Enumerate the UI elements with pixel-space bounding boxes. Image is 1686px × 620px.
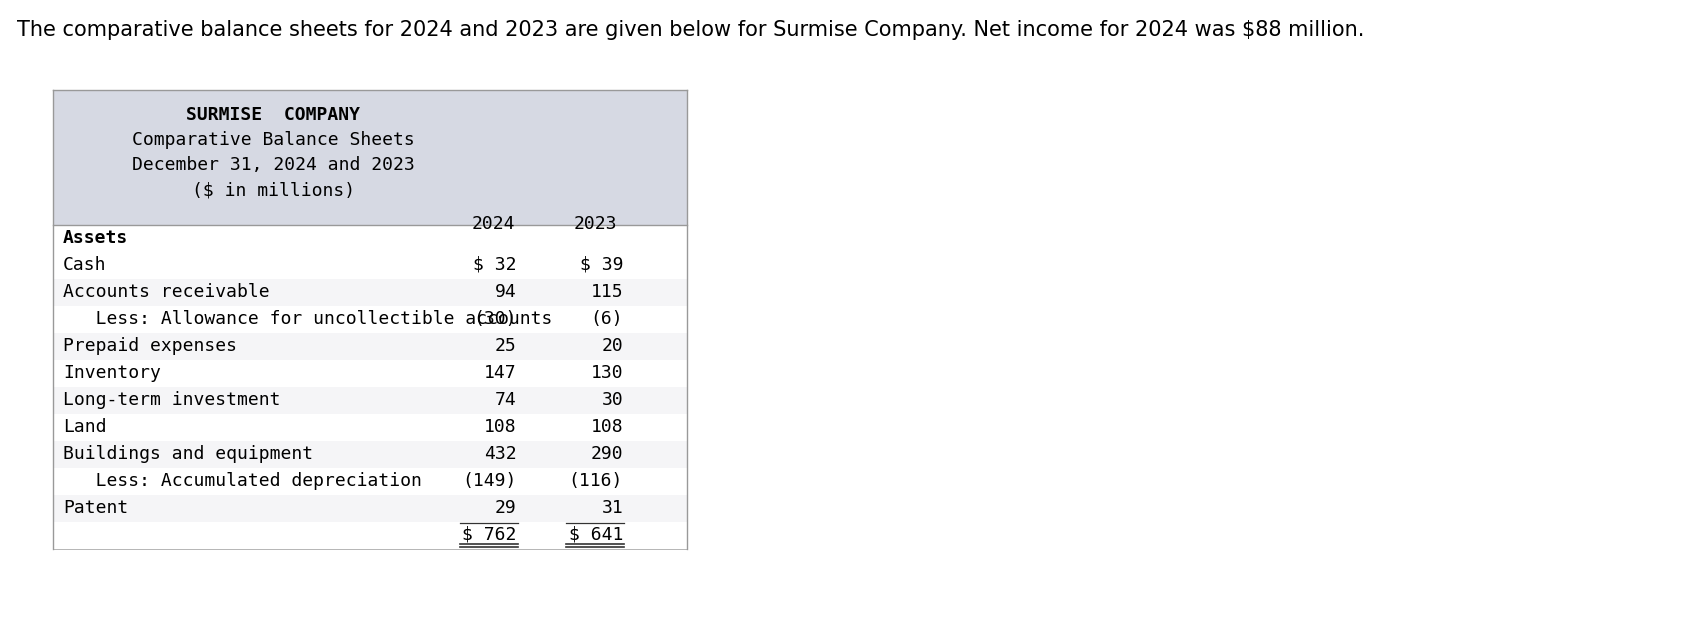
Text: Cash: Cash: [62, 256, 106, 274]
Bar: [54, 360, 686, 387]
Text: Long-term investment: Long-term investment: [62, 391, 280, 409]
Text: (149): (149): [462, 472, 516, 490]
Text: $ 32: $ 32: [474, 256, 516, 274]
Text: 31: 31: [602, 499, 624, 517]
Text: 115: 115: [590, 283, 624, 301]
Text: $ 762: $ 762: [462, 526, 516, 544]
Text: 30: 30: [602, 391, 624, 409]
Text: 29: 29: [496, 499, 516, 517]
Text: 147: 147: [484, 364, 516, 382]
Bar: [54, 306, 686, 333]
Text: 20: 20: [602, 337, 624, 355]
Text: $ 39: $ 39: [580, 256, 624, 274]
Text: 25: 25: [496, 337, 516, 355]
Text: 432: 432: [484, 445, 516, 463]
Bar: [54, 495, 686, 522]
Text: Inventory: Inventory: [62, 364, 160, 382]
Bar: [54, 333, 686, 360]
Text: ($ in millions): ($ in millions): [192, 181, 354, 199]
Bar: [54, 468, 686, 495]
Text: (6): (6): [590, 310, 624, 328]
Text: $ 641: $ 641: [568, 526, 624, 544]
Text: December 31, 2024 and 2023: December 31, 2024 and 2023: [132, 156, 415, 174]
Text: SURMISE  COMPANY: SURMISE COMPANY: [187, 106, 361, 124]
Text: Less: Accumulated depreciation: Less: Accumulated depreciation: [62, 472, 422, 490]
Text: Comparative Balance Sheets: Comparative Balance Sheets: [132, 131, 415, 149]
Text: Assets: Assets: [62, 229, 128, 247]
Bar: [54, 522, 686, 549]
Text: 2024: 2024: [472, 215, 516, 233]
Text: Prepaid expenses: Prepaid expenses: [62, 337, 238, 355]
Text: Buildings and equipment: Buildings and equipment: [62, 445, 314, 463]
Text: (30): (30): [474, 310, 516, 328]
Bar: [54, 225, 686, 252]
Text: The comparative balance sheets for 2024 and 2023 are given below for Surmise Com: The comparative balance sheets for 2024 …: [17, 20, 1364, 40]
Text: 108: 108: [590, 418, 624, 436]
Text: 74: 74: [496, 391, 516, 409]
Bar: [54, 387, 686, 414]
Bar: [54, 414, 686, 441]
Text: 2023: 2023: [573, 215, 617, 233]
Text: Less: Allowance for uncollectible accounts: Less: Allowance for uncollectible accoun…: [62, 310, 553, 328]
Text: 108: 108: [484, 418, 516, 436]
Text: 94: 94: [496, 283, 516, 301]
Bar: [54, 279, 686, 306]
Bar: [54, 90, 686, 225]
Text: Patent: Patent: [62, 499, 128, 517]
Text: (116): (116): [568, 472, 624, 490]
Text: 130: 130: [590, 364, 624, 382]
Bar: [54, 441, 686, 468]
Text: 290: 290: [590, 445, 624, 463]
Bar: [54, 252, 686, 279]
Text: Land: Land: [62, 418, 106, 436]
Text: Accounts receivable: Accounts receivable: [62, 283, 270, 301]
